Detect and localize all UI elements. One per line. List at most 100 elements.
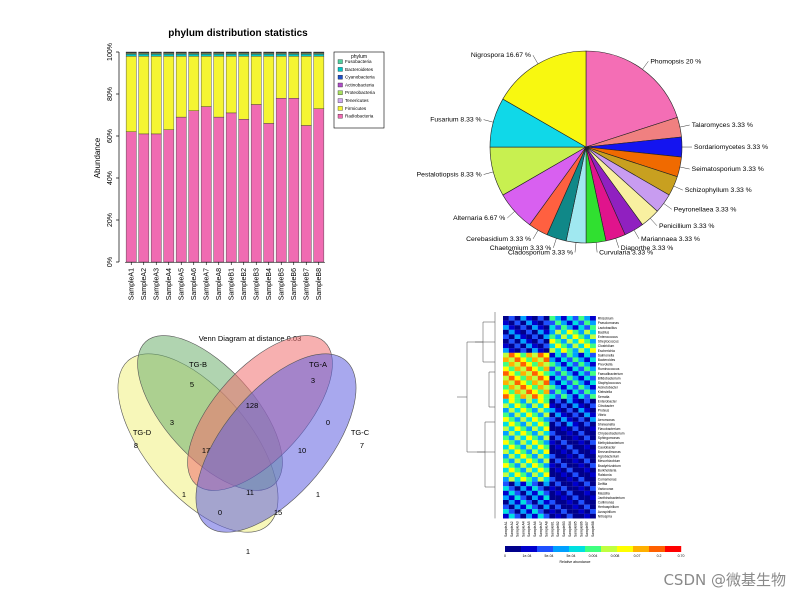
heatmap-cell [526,463,533,468]
heatmap-cell [590,490,596,496]
bar-y-tick-label: 40% [107,171,114,185]
bar-segment [288,56,300,99]
heatmap-row-label: Agrobacterium [598,455,620,459]
heatmap-cell [537,477,544,482]
bar-segment [288,53,300,57]
heatmap-cell [578,329,585,335]
heatmap-cell [578,343,585,349]
heatmap-cell [549,472,556,478]
bar-segment [138,53,150,57]
heatmap-cell [555,444,562,450]
heatmap-cell [566,362,573,367]
bar-segment [263,123,275,263]
bar-x-tick-label: SampleA6 [191,268,198,300]
heatmap-cell [537,366,544,372]
heatmap-color-legend: 0 1e-04 5e-04 5e-04 0.004 0.008 0.07 0.2 0.70 [504,546,684,558]
heatmap-cell [590,435,596,441]
heatmap-cell [503,449,509,455]
heatmap-cell [532,352,538,358]
heatmap-cell [520,481,527,487]
heatmap-cell [543,412,550,418]
heatmap-cell [590,504,596,510]
heatmap-cell [508,403,515,409]
heatmap-cell [572,320,579,326]
heatmap-cell [561,504,567,510]
heatmap-cell [537,362,544,367]
heatmap-cell [561,481,567,487]
heatmap-cell [508,412,515,418]
bar-segment [188,56,200,111]
pie-leader-line [532,55,539,65]
heatmap-cell [584,421,591,427]
heatmap-cell [532,320,538,326]
heatmap-cell [537,431,544,436]
heatmap-cell [590,316,596,321]
pie-slice-label: Pestalotiopsis 8.33 % [417,171,482,178]
heatmap-cell [555,366,562,372]
heatmap-cell [578,357,585,363]
bar-segment [225,56,237,114]
heatmap-cell [555,504,562,510]
heatmap-cell [584,389,591,395]
heatmap-cell [590,421,596,427]
bar-segment [250,56,262,105]
heatmap-cell [572,343,579,349]
heatmap-col-labels: SampleA1 SampleA2 SampleA3 SampleA4 SampleA5… [504,521,595,537]
heatmap-cell [532,398,538,404]
venn-region-count: 128 [246,401,259,410]
heatmap-cell [543,389,550,395]
heatmap-cell [555,375,562,381]
heatmap-cell [584,458,591,464]
heatmap-cell [561,371,567,376]
pie-slice-label: Diaporthe 3.33 % [621,245,674,252]
abundance-heatmap: RhizobiumPseudomonasLactobacillusBacillu… [457,312,684,564]
heatmap-cell [561,444,567,450]
heatmap-cell [520,408,527,413]
heatmap-cell [555,454,562,459]
heatmap-legend-swatch [537,546,554,552]
heatmap-row-label: Bradyrhizobium [598,464,621,468]
heatmap-cell [561,435,567,441]
bar-legend-label: Actinobacteria [345,82,375,87]
heatmap-cell [590,408,596,413]
heatmap-cell [584,490,591,496]
heatmap-cell [526,362,533,367]
heatmap-cell [543,435,550,441]
heatmap-cell [590,339,596,344]
heatmap-cell [503,329,509,335]
heatmap-cell [572,357,579,363]
heatmap-row-label: Escherichia [598,349,615,353]
heatmap-cell [520,421,527,427]
heatmap-cell [537,325,544,330]
heatmap-cell [584,385,591,390]
heatmap-cell [555,463,562,468]
heatmap-cell [526,495,533,501]
pie-leader-line [532,230,539,239]
heatmap-cell [526,481,533,487]
bar-segment [150,133,162,263]
heatmap-cell [572,408,579,413]
heatmap-cell [572,375,579,381]
bar-legend-swatch [337,106,343,111]
heatmap-cell [566,477,573,482]
heatmap-cell [537,329,544,335]
heatmap-cell [584,463,591,468]
heatmap-cell [549,348,556,353]
heatmap-cell [508,357,515,363]
heatmap-cell [503,398,509,404]
heatmap-cell [503,472,509,478]
heatmap-cell [549,362,556,367]
heatmap-cell [549,440,556,445]
heatmap-cell [520,389,527,395]
bar-segment [200,106,212,263]
heatmap-cell [566,513,573,519]
heatmap-cell [532,316,538,321]
heatmap-cell [566,375,573,381]
heatmap-cell [508,389,515,395]
heatmap-cell [561,375,567,381]
heatmap-col-label: SampleB4 [568,521,572,537]
heatmap-cell [514,357,521,363]
heatmap-cell [537,394,544,399]
heatmap-cell [514,389,521,395]
bar-segment [213,116,225,263]
